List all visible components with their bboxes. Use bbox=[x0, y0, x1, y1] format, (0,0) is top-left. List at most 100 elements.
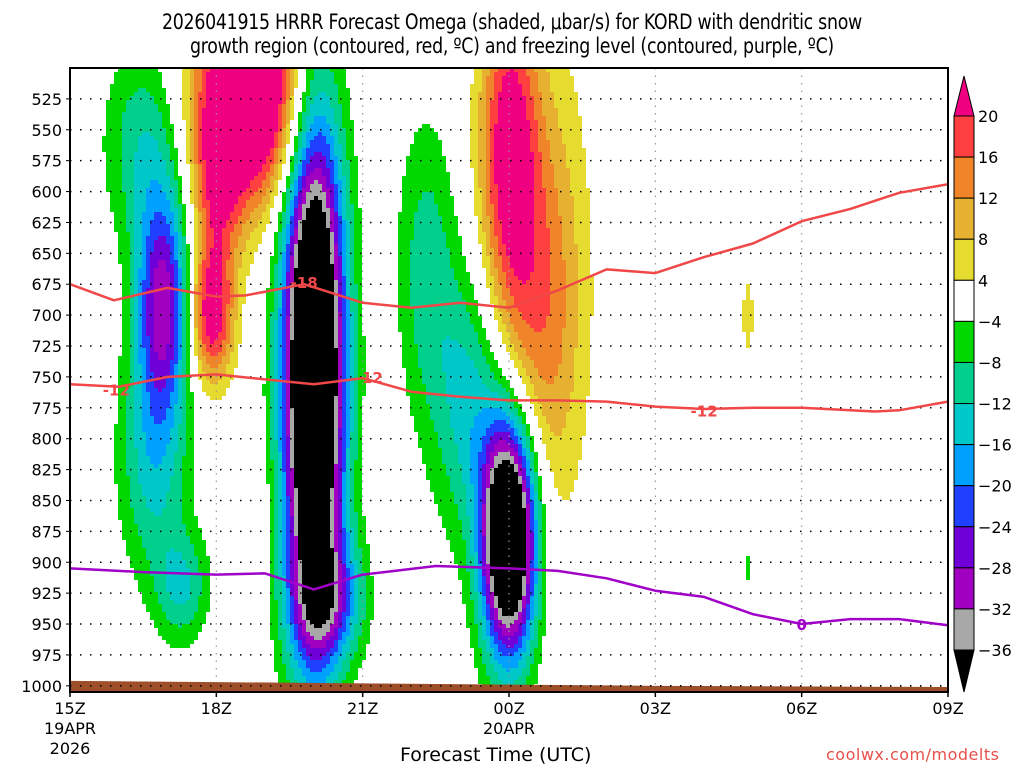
omega-cell bbox=[154, 344, 158, 348]
omega-cell bbox=[250, 136, 254, 140]
omega-cell bbox=[190, 500, 194, 504]
omega-cell bbox=[126, 124, 130, 128]
omega-cell bbox=[182, 236, 186, 240]
omega-cell bbox=[178, 248, 182, 252]
omega-cell bbox=[126, 528, 130, 532]
omega-cell bbox=[222, 136, 226, 140]
omega-cell bbox=[182, 256, 186, 260]
omega-cell bbox=[186, 496, 190, 500]
omega-cell bbox=[154, 256, 158, 260]
omega-cell bbox=[170, 596, 174, 600]
omega-cell bbox=[154, 572, 158, 576]
omega-cell bbox=[122, 432, 126, 436]
omega-cell bbox=[158, 456, 162, 460]
omega-cell bbox=[126, 364, 130, 368]
omega-cell bbox=[154, 600, 158, 604]
omega-cell bbox=[110, 188, 114, 192]
omega-cell bbox=[158, 616, 162, 620]
omega-cell bbox=[290, 628, 294, 632]
omega-cell bbox=[174, 184, 178, 188]
omega-cell bbox=[218, 268, 222, 272]
omega-cell bbox=[226, 92, 230, 96]
omega-cell bbox=[290, 160, 294, 164]
omega-cell bbox=[150, 244, 154, 248]
omega-cell bbox=[294, 644, 298, 648]
omega-cell bbox=[222, 356, 226, 360]
omega-cell bbox=[202, 356, 206, 360]
omega-cell bbox=[170, 640, 174, 644]
omega-cell bbox=[214, 108, 218, 112]
omega-cell bbox=[150, 316, 154, 320]
omega-cell bbox=[186, 468, 190, 472]
omega-cell bbox=[298, 276, 302, 280]
omega-cell bbox=[138, 572, 142, 576]
omega-cell bbox=[182, 232, 186, 236]
omega-cell bbox=[230, 376, 234, 380]
omega-cell bbox=[114, 440, 118, 444]
omega-cell bbox=[134, 528, 138, 532]
omega-cell bbox=[294, 496, 298, 500]
omega-cell bbox=[110, 144, 114, 148]
omega-cell bbox=[294, 68, 298, 72]
omega-cell bbox=[166, 596, 170, 600]
omega-cell bbox=[126, 276, 130, 280]
omega-cell bbox=[154, 520, 158, 524]
omega-cell bbox=[186, 492, 190, 496]
omega-cell bbox=[266, 480, 270, 484]
omega-cell bbox=[234, 332, 238, 336]
omega-cell bbox=[282, 568, 286, 572]
omega-cell bbox=[150, 104, 154, 108]
omega-cell bbox=[206, 312, 210, 316]
omega-cell bbox=[146, 360, 150, 364]
omega-cell bbox=[138, 280, 142, 284]
omega-cell bbox=[174, 620, 178, 624]
omega-cell bbox=[210, 176, 214, 180]
omega-cell bbox=[210, 304, 214, 308]
omega-cell bbox=[178, 484, 182, 488]
omega-cell bbox=[114, 464, 118, 468]
omega-cell bbox=[218, 204, 222, 208]
omega-cell bbox=[138, 268, 142, 272]
omega-cell bbox=[294, 160, 298, 164]
omega-cell bbox=[238, 324, 242, 328]
omega-cell bbox=[158, 80, 162, 84]
omega-cell bbox=[186, 420, 190, 424]
omega-cell bbox=[294, 344, 298, 348]
omega-cell bbox=[122, 516, 126, 520]
omega-cell bbox=[158, 372, 162, 376]
omega-cell bbox=[294, 208, 298, 212]
omega-cell bbox=[182, 508, 186, 512]
omega-cell bbox=[262, 172, 266, 176]
omega-cell bbox=[182, 616, 186, 620]
omega-cell bbox=[174, 204, 178, 208]
omega-cell bbox=[118, 232, 122, 236]
omega-cell bbox=[142, 484, 146, 488]
omega-cell bbox=[230, 116, 234, 120]
omega-cell bbox=[290, 72, 294, 76]
omega-cell bbox=[242, 224, 246, 228]
omega-cell bbox=[162, 380, 166, 384]
omega-cell bbox=[282, 564, 286, 568]
omega-cell bbox=[178, 200, 182, 204]
omega-cell bbox=[266, 344, 270, 348]
omega-cell bbox=[146, 96, 150, 100]
omega-cell bbox=[154, 212, 158, 216]
omega-cell bbox=[214, 168, 218, 172]
omega-cell bbox=[142, 336, 146, 340]
omega-cell bbox=[170, 356, 174, 360]
omega-cell bbox=[270, 488, 274, 492]
omega-cell bbox=[246, 92, 250, 96]
omega-cell bbox=[118, 404, 122, 408]
omega-cell bbox=[118, 484, 122, 488]
omega-cell bbox=[254, 132, 258, 136]
omega-cell bbox=[178, 412, 182, 416]
omega-cell bbox=[162, 524, 166, 528]
omega-cell bbox=[170, 528, 174, 532]
omega-cell bbox=[282, 244, 286, 248]
omega-cell bbox=[142, 108, 146, 112]
omega-cell bbox=[218, 112, 222, 116]
omega-cell bbox=[186, 256, 190, 260]
omega-cell bbox=[154, 588, 158, 592]
omega-cell bbox=[198, 608, 202, 612]
omega-cell bbox=[230, 240, 234, 244]
